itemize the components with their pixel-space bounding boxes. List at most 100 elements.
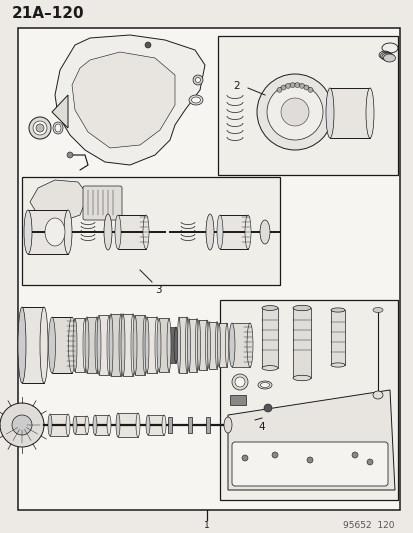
Bar — [22, 177, 279, 285]
Ellipse shape — [259, 220, 269, 244]
Circle shape — [263, 404, 271, 412]
FancyBboxPatch shape — [83, 186, 122, 220]
Ellipse shape — [382, 54, 394, 62]
Bar — [118, 413, 138, 437]
Circle shape — [67, 152, 73, 158]
Text: 4: 4 — [257, 422, 264, 432]
Ellipse shape — [40, 307, 48, 383]
Ellipse shape — [145, 317, 149, 373]
Circle shape — [12, 415, 32, 435]
Circle shape — [195, 77, 200, 83]
Ellipse shape — [45, 218, 65, 246]
Text: 3: 3 — [154, 285, 161, 295]
Circle shape — [294, 83, 299, 87]
Ellipse shape — [173, 327, 178, 363]
Bar — [123, 314, 133, 376]
Bar — [164, 327, 176, 363]
Bar — [219, 300, 397, 500]
Ellipse shape — [257, 381, 271, 389]
Circle shape — [192, 75, 202, 85]
Circle shape — [271, 452, 277, 458]
Bar — [261, 308, 277, 368]
Bar — [292, 308, 310, 378]
Bar — [75, 318, 85, 372]
Circle shape — [299, 84, 304, 88]
Polygon shape — [30, 180, 88, 222]
Circle shape — [0, 403, 44, 447]
Ellipse shape — [64, 210, 72, 254]
Circle shape — [303, 85, 308, 90]
Ellipse shape — [261, 305, 277, 310]
Ellipse shape — [154, 317, 159, 373]
Bar — [28, 210, 68, 254]
Text: 21A–120: 21A–120 — [12, 6, 84, 21]
Bar — [52, 317, 72, 373]
Circle shape — [366, 459, 372, 465]
Ellipse shape — [142, 215, 149, 249]
Circle shape — [276, 87, 281, 92]
Ellipse shape — [177, 317, 180, 373]
Ellipse shape — [228, 323, 235, 367]
Ellipse shape — [185, 317, 188, 373]
Circle shape — [256, 74, 332, 150]
Ellipse shape — [115, 215, 121, 249]
Text: 1: 1 — [204, 521, 209, 529]
Ellipse shape — [73, 416, 77, 434]
Circle shape — [285, 84, 290, 88]
Ellipse shape — [131, 314, 135, 376]
Ellipse shape — [330, 363, 344, 367]
Circle shape — [351, 452, 357, 458]
Ellipse shape — [292, 375, 310, 381]
Ellipse shape — [223, 417, 231, 433]
Bar — [147, 415, 164, 435]
Ellipse shape — [107, 315, 111, 375]
Bar — [159, 318, 169, 372]
Bar — [188, 417, 192, 433]
Ellipse shape — [244, 215, 250, 249]
Ellipse shape — [66, 414, 70, 436]
Ellipse shape — [136, 413, 140, 437]
Ellipse shape — [68, 317, 75, 373]
Ellipse shape — [48, 414, 52, 436]
Ellipse shape — [83, 318, 87, 372]
Ellipse shape — [161, 415, 166, 435]
Ellipse shape — [161, 327, 166, 363]
Bar — [218, 323, 226, 367]
Text: 2: 2 — [233, 81, 240, 91]
Ellipse shape — [133, 315, 137, 375]
Ellipse shape — [365, 88, 373, 138]
Bar — [118, 215, 146, 249]
Ellipse shape — [55, 124, 61, 132]
Bar — [147, 317, 157, 373]
Bar — [135, 315, 145, 375]
Ellipse shape — [85, 317, 89, 373]
Ellipse shape — [53, 122, 63, 134]
Ellipse shape — [260, 383, 269, 387]
Ellipse shape — [93, 415, 97, 435]
Circle shape — [145, 42, 151, 48]
Ellipse shape — [24, 210, 32, 254]
Polygon shape — [52, 95, 68, 128]
Ellipse shape — [48, 317, 55, 373]
Ellipse shape — [225, 323, 228, 367]
Ellipse shape — [247, 323, 252, 367]
Ellipse shape — [142, 315, 147, 375]
Circle shape — [280, 98, 308, 126]
Circle shape — [235, 377, 244, 387]
Ellipse shape — [191, 97, 200, 103]
Ellipse shape — [217, 323, 220, 367]
Ellipse shape — [187, 319, 190, 372]
Circle shape — [29, 117, 51, 139]
Ellipse shape — [372, 391, 382, 399]
Circle shape — [290, 83, 294, 87]
Polygon shape — [218, 36, 397, 175]
Circle shape — [306, 457, 312, 463]
Ellipse shape — [121, 314, 125, 376]
Bar — [189, 319, 197, 372]
Circle shape — [33, 121, 47, 135]
Bar — [199, 320, 206, 370]
Ellipse shape — [205, 320, 208, 370]
Text: 95652  120: 95652 120 — [343, 521, 394, 529]
Polygon shape — [72, 52, 175, 148]
Circle shape — [307, 87, 312, 92]
